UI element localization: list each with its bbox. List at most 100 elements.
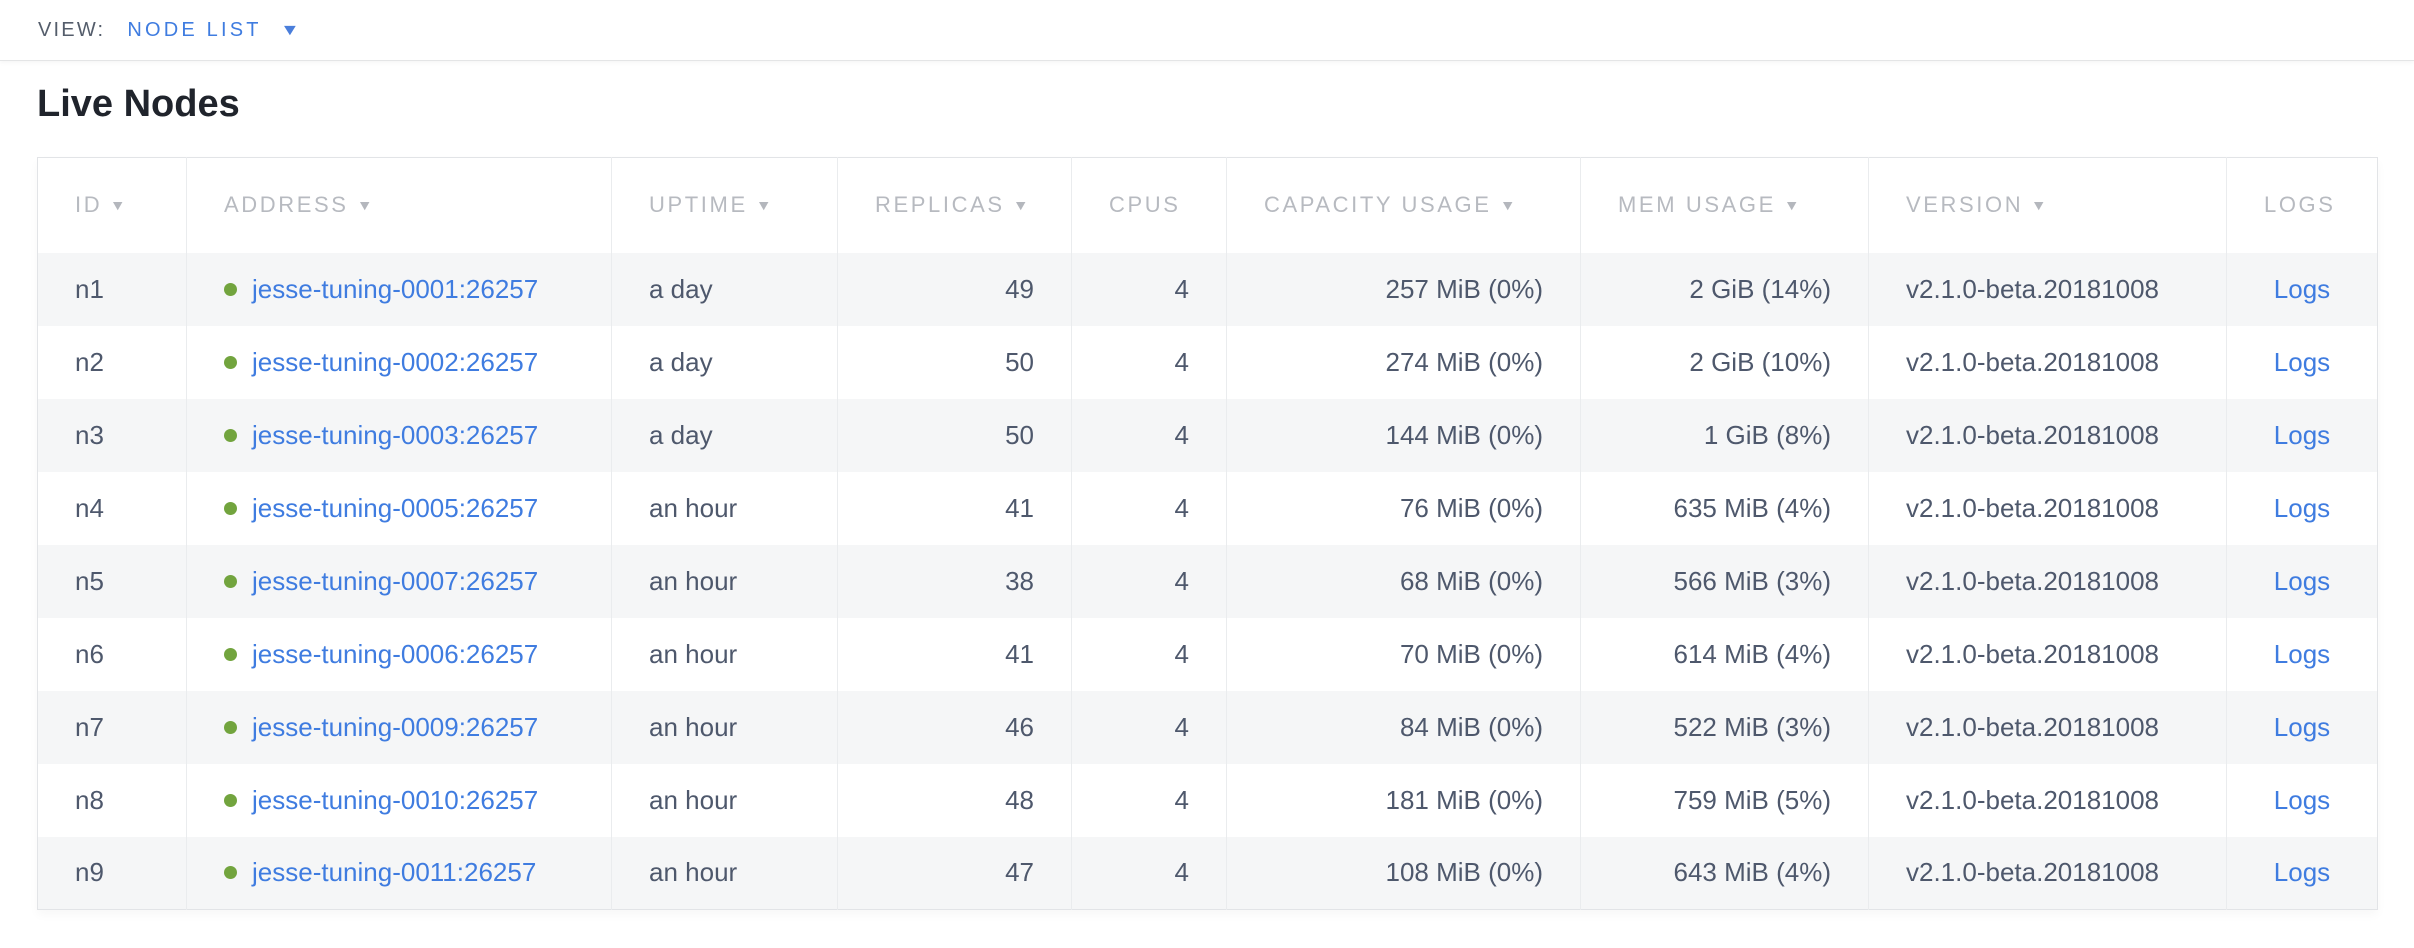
node-row-n3: n3 jesse-tuning-0003:26257 a day 50 4 144 MiB… (37, 398, 2378, 472)
column-label: MEM USAGE (1618, 192, 1776, 218)
node-row-n7: n7 jesse-tuning-0009:26257 an hour 46 4 84 Mi… (37, 690, 2378, 764)
version-cell: v2.1.0-beta.20181008 (1868, 471, 2227, 545)
node-row-n1: n1 jesse-tuning-0001:26257 a day 49 4 257 MiB… (37, 252, 2378, 326)
version-cell: v2.1.0-beta.20181008 (1868, 836, 2227, 910)
version-cell: v2.1.0-beta.20181008 (1868, 763, 2227, 837)
column-label: CPUS (1109, 192, 1181, 218)
cpus-cell: 4 (1071, 836, 1227, 910)
node-address-link[interactable]: jesse-tuning-0010:26257 (252, 784, 539, 815)
uptime-cell: a day (611, 325, 838, 399)
id-cell: n4 (37, 471, 187, 545)
replicas-cell: 48 (837, 763, 1072, 837)
node-address-link[interactable]: jesse-tuning-0002:26257 (252, 346, 539, 377)
column-label: ADDRESS (224, 192, 349, 218)
capacity-cell: 108 MiB (0%) (1226, 836, 1581, 910)
node-logs-link[interactable]: Logs (2273, 565, 2331, 596)
sort-desc-icon: ▼ (1783, 197, 1803, 214)
column-header-capacity[interactable]: CAPACITY USAGE ▼ (1226, 157, 1581, 253)
cpus-cell: 4 (1071, 398, 1227, 472)
version-cell: v2.1.0-beta.20181008 (1868, 617, 2227, 691)
uptime-cell: an hour (611, 690, 838, 764)
uptime-cell: an hour (611, 471, 838, 545)
cpus-cell: 4 (1071, 763, 1227, 837)
mem-cell: 1 GiB (8%) (1580, 398, 1869, 472)
node-logs-link[interactable]: Logs (2273, 492, 2331, 523)
replicas-cell: 50 (837, 398, 1072, 472)
address-cell: jesse-tuning-0005:26257 (186, 471, 612, 545)
node-address-link[interactable]: jesse-tuning-0001:26257 (252, 273, 539, 304)
mem-cell: 522 MiB (3%) (1580, 690, 1869, 764)
sort-desc-icon: ▼ (755, 197, 775, 214)
node-address-link[interactable]: jesse-tuning-0003:26257 (252, 419, 539, 450)
node-address-link[interactable]: jesse-tuning-0011:26257 (252, 857, 537, 888)
column-header-version[interactable]: VERSION ▼ (1868, 157, 2227, 253)
cpus-cell: 4 (1071, 325, 1227, 399)
node-row-n2: n2 jesse-tuning-0002:26257 a day 50 4 274 MiB… (37, 325, 2378, 399)
logs-cell: Logs (2226, 617, 2378, 691)
node-logs-link[interactable]: Logs (2273, 273, 2331, 304)
node-healthy-dot-icon (224, 647, 237, 661)
logs-cell: Logs (2226, 398, 2378, 472)
replicas-cell: 46 (837, 690, 1072, 764)
column-header-cpus: CPUS (1071, 157, 1227, 253)
node-healthy-dot-icon (224, 428, 237, 442)
version-cell: v2.1.0-beta.20181008 (1868, 398, 2227, 472)
table-header-row: ID ▼ ADDRESS ▼ UPTIME ▼ REPLICAS ▼ CPUS CAPACITY … (37, 157, 2378, 253)
logs-cell: Logs (2226, 471, 2378, 545)
node-logs-link[interactable]: Logs (2273, 857, 2331, 888)
id-cell: n1 (37, 252, 187, 326)
capacity-cell: 68 MiB (0%) (1226, 544, 1581, 618)
mem-cell: 614 MiB (4%) (1580, 617, 1869, 691)
view-selector-dropdown[interactable]: NODE LIST ▼ (127, 19, 300, 42)
version-cell: v2.1.0-beta.20181008 (1868, 252, 2227, 326)
id-cell: n5 (37, 544, 187, 618)
page-title: Live Nodes (37, 83, 240, 125)
node-healthy-dot-icon (224, 355, 237, 369)
node-address-link[interactable]: jesse-tuning-0007:26257 (252, 565, 539, 596)
id-cell: n3 (37, 398, 187, 472)
view-bar: VIEW: NODE LIST ▼ (0, 0, 2414, 61)
replicas-cell: 47 (837, 836, 1072, 910)
column-header-uptime[interactable]: UPTIME ▼ (611, 157, 838, 253)
column-header-address[interactable]: ADDRESS ▼ (186, 157, 612, 253)
column-header-id[interactable]: ID ▼ (37, 157, 187, 253)
node-logs-link[interactable]: Logs (2273, 638, 2331, 669)
column-label: CAPACITY USAGE (1264, 192, 1492, 218)
id-cell: n8 (37, 763, 187, 837)
node-address-link[interactable]: jesse-tuning-0009:26257 (252, 711, 539, 742)
uptime-cell: an hour (611, 544, 838, 618)
chevron-down-icon: ▼ (279, 22, 300, 39)
capacity-cell: 70 MiB (0%) (1226, 617, 1581, 691)
mem-cell: 2 GiB (14%) (1580, 252, 1869, 326)
capacity-cell: 257 MiB (0%) (1226, 252, 1581, 326)
mem-cell: 643 MiB (4%) (1580, 836, 1869, 910)
mem-cell: 635 MiB (4%) (1580, 471, 1869, 545)
column-label: UPTIME (649, 192, 748, 218)
node-healthy-dot-icon (224, 282, 237, 296)
sort-desc-icon: ▼ (1499, 197, 1519, 214)
uptime-cell: a day (611, 252, 838, 326)
version-cell: v2.1.0-beta.20181008 (1868, 325, 2227, 399)
node-logs-link[interactable]: Logs (2273, 419, 2331, 450)
uptime-cell: a day (611, 398, 838, 472)
node-logs-link[interactable]: Logs (2273, 711, 2331, 742)
replicas-cell: 38 (837, 544, 1072, 618)
node-address-link[interactable]: jesse-tuning-0006:26257 (252, 638, 539, 669)
capacity-cell: 144 MiB (0%) (1226, 398, 1581, 472)
node-logs-link[interactable]: Logs (2273, 784, 2331, 815)
node-logs-link[interactable]: Logs (2273, 346, 2331, 377)
node-row-n6: n6 jesse-tuning-0006:26257 an hour 41 4 70 Mi… (37, 617, 2378, 691)
version-cell: v2.1.0-beta.20181008 (1868, 544, 2227, 618)
id-cell: n6 (37, 617, 187, 691)
address-cell: jesse-tuning-0009:26257 (186, 690, 612, 764)
main-content: Live Nodes ID ▼ ADDRESS ▼ UPTIME ▼ REPLICAS ▼ CP… (0, 83, 2414, 910)
version-cell: v2.1.0-beta.20181008 (1868, 690, 2227, 764)
node-healthy-dot-icon (224, 501, 237, 515)
address-cell: jesse-tuning-0002:26257 (186, 325, 612, 399)
capacity-cell: 181 MiB (0%) (1226, 763, 1581, 837)
column-header-replicas[interactable]: REPLICAS ▼ (837, 157, 1072, 253)
node-row-n8: n8 jesse-tuning-0010:26257 an hour 48 4 181 M… (37, 763, 2378, 837)
node-address-link[interactable]: jesse-tuning-0005:26257 (252, 492, 539, 523)
uptime-cell: an hour (611, 763, 838, 837)
column-header-mem[interactable]: MEM USAGE ▼ (1580, 157, 1869, 253)
